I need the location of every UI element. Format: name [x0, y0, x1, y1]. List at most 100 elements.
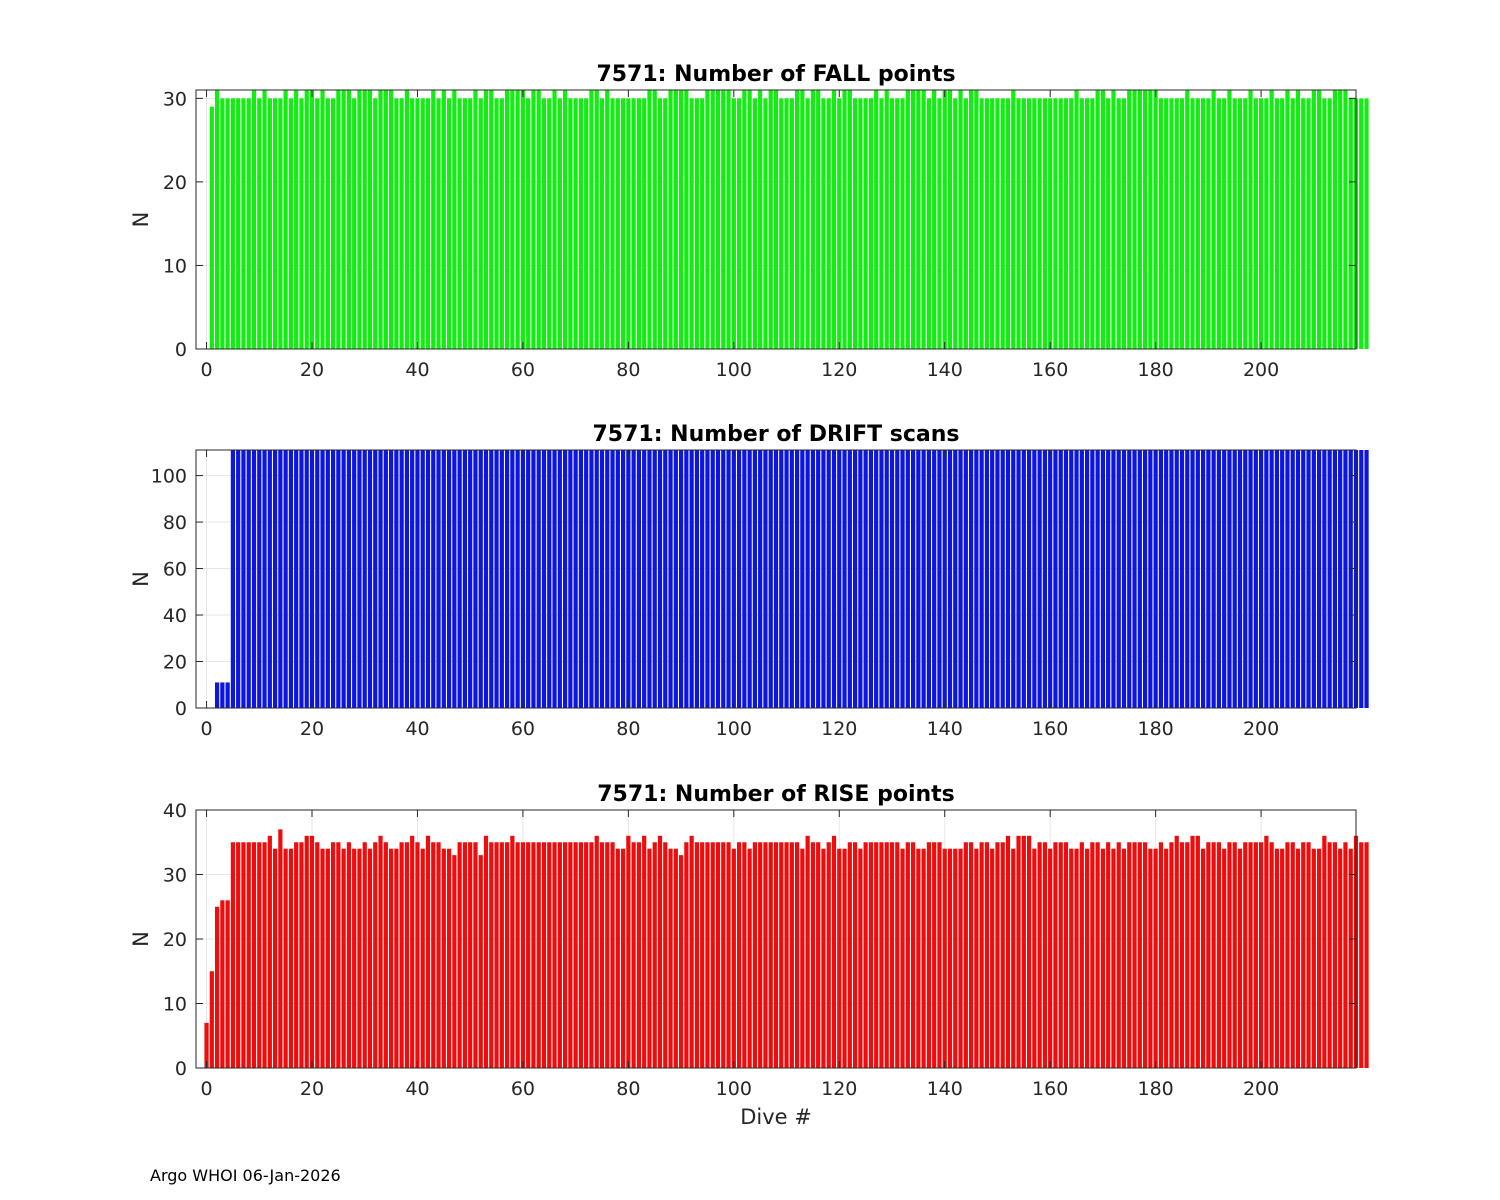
bar [294, 90, 299, 349]
bar [557, 842, 562, 1068]
bar [1258, 450, 1264, 708]
bar [336, 450, 341, 708]
bar [410, 835, 415, 1068]
bar [357, 848, 362, 1068]
bar [710, 450, 715, 708]
bar [315, 98, 320, 350]
bar [541, 842, 547, 1068]
bar [1137, 842, 1142, 1068]
bar [979, 98, 984, 350]
bar [895, 842, 900, 1068]
bar [504, 90, 510, 349]
bar [684, 842, 689, 1068]
bar [262, 842, 267, 1068]
bar [251, 90, 257, 349]
bar [1306, 450, 1311, 708]
bar [236, 98, 241, 350]
bar [1090, 98, 1095, 350]
bar [937, 98, 942, 350]
bar [863, 450, 868, 708]
bar [784, 842, 789, 1068]
bar [821, 450, 826, 708]
bar [663, 450, 668, 708]
bar [705, 842, 710, 1068]
bar [320, 90, 325, 349]
bar [779, 98, 784, 350]
bar [1248, 842, 1253, 1068]
bar [341, 848, 346, 1068]
bar [251, 450, 257, 708]
bar [1000, 450, 1005, 708]
bar [974, 90, 979, 349]
bar [230, 98, 236, 350]
x-tick-label: 140 [927, 1078, 963, 1100]
bar [736, 450, 742, 708]
bar [995, 98, 1000, 350]
bar [526, 450, 531, 708]
bar [1227, 90, 1232, 349]
bar [1185, 450, 1190, 708]
bar [515, 90, 520, 349]
bar [1164, 450, 1169, 708]
bar [747, 848, 752, 1068]
bar [1248, 450, 1253, 708]
bar [879, 98, 884, 350]
bar [1253, 450, 1258, 708]
bar [1058, 450, 1063, 708]
bar [631, 450, 636, 708]
x-tick-label: 80 [616, 359, 640, 381]
bar [752, 450, 758, 708]
bar [352, 450, 357, 708]
bar [784, 450, 789, 708]
bar [1274, 848, 1280, 1068]
bar [910, 450, 916, 708]
bar [299, 842, 304, 1068]
bar [536, 90, 541, 349]
bar [1338, 848, 1343, 1068]
bar [1264, 450, 1269, 708]
bar [515, 450, 520, 708]
bar [895, 98, 900, 350]
bar [1158, 842, 1164, 1068]
bar [1005, 835, 1011, 1068]
bar [984, 842, 990, 1068]
bar [431, 842, 436, 1068]
bar [462, 842, 468, 1068]
bar [868, 450, 874, 708]
bar [800, 450, 805, 708]
bar [673, 848, 678, 1068]
bar [858, 450, 863, 708]
bar [531, 90, 536, 349]
bar [831, 90, 837, 349]
bar [394, 98, 399, 350]
bar [615, 450, 620, 708]
bar [578, 842, 584, 1068]
bar [1053, 98, 1058, 350]
bar [1016, 450, 1021, 708]
bar [578, 450, 584, 708]
bar [1232, 98, 1237, 350]
x-tick-label: 60 [511, 1078, 535, 1100]
bar [1127, 842, 1132, 1068]
bar [631, 98, 636, 350]
bar [1032, 98, 1037, 350]
bar [932, 90, 937, 349]
bar [884, 90, 889, 349]
bar [1269, 90, 1274, 349]
bar [478, 450, 483, 708]
bar [309, 835, 315, 1068]
bar [589, 90, 594, 349]
bar [410, 450, 415, 708]
bar [1042, 98, 1048, 350]
bar [399, 450, 404, 708]
bar [715, 450, 721, 708]
bar [768, 90, 773, 349]
bar [1311, 90, 1316, 349]
bar [642, 98, 647, 350]
bar [478, 855, 483, 1068]
bar [1011, 450, 1016, 708]
bar [758, 842, 763, 1068]
bar [610, 842, 615, 1068]
x-tick-label: 0 [200, 359, 212, 381]
bar [251, 842, 257, 1068]
